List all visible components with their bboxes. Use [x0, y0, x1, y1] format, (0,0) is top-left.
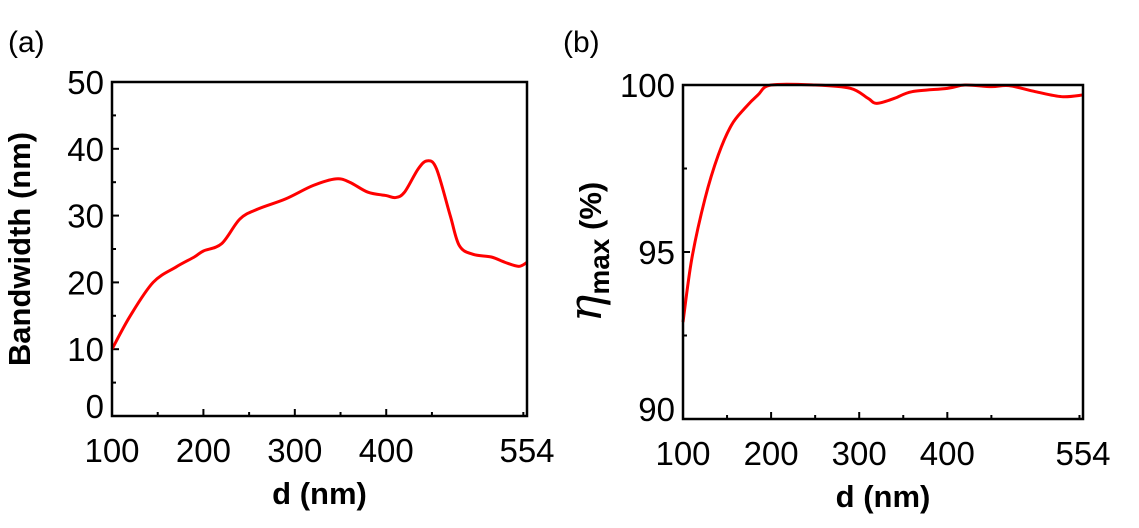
x-axis-label: d (nm) [836, 479, 931, 514]
x-tick-label: 200 [744, 435, 799, 472]
plot-frame [681, 83, 1085, 421]
y-tick-label: 10 [67, 331, 104, 368]
y-tick-label: 50 [67, 64, 104, 101]
x-tick-label: 200 [176, 432, 231, 469]
x-tick-label: 554 [1055, 435, 1110, 472]
chart-panel-2: (b) 100 200 300 400 554 90 95 100 d (nm) ηmax (%) [558, 26, 1111, 514]
y-tick-label: 20 [67, 264, 104, 301]
data-line [110, 159, 528, 350]
y-tick-label: 40 [67, 131, 104, 168]
panel-label: (a) [8, 26, 45, 59]
x-tick-label: 400 [359, 432, 414, 469]
eta-symbol: η [558, 294, 612, 322]
ylabel-subscript: max [584, 238, 615, 294]
x-tick-label: 300 [267, 432, 322, 469]
x-tick-label: 554 [499, 432, 554, 469]
y-tick-label: 0 [86, 388, 104, 425]
x-tick-label: 100 [655, 435, 710, 472]
x-tick-label: 100 [84, 432, 139, 469]
plot-frame [110, 80, 529, 418]
y-tick-label: 100 [620, 67, 675, 104]
x-axis-label: d (nm) [272, 476, 367, 511]
chart-panel-1: (a) 100 200 300 400 554 0 10 20 30 40 50 d (nm) Bandw… [2, 26, 555, 511]
y-axis-label: ηmax (%) [558, 182, 615, 322]
data-line [681, 82, 1084, 323]
y-tick-label: 90 [638, 391, 675, 428]
y-axis-label: Bandwidth (nm) [2, 132, 37, 366]
y-tick-label: 95 [638, 234, 675, 271]
y-tick-label: 30 [67, 198, 104, 235]
panel-label: (b) [563, 26, 600, 59]
ylabel-unit: (%) [573, 182, 608, 239]
x-tick-label: 300 [832, 435, 887, 472]
x-tick-label: 400 [920, 435, 975, 472]
